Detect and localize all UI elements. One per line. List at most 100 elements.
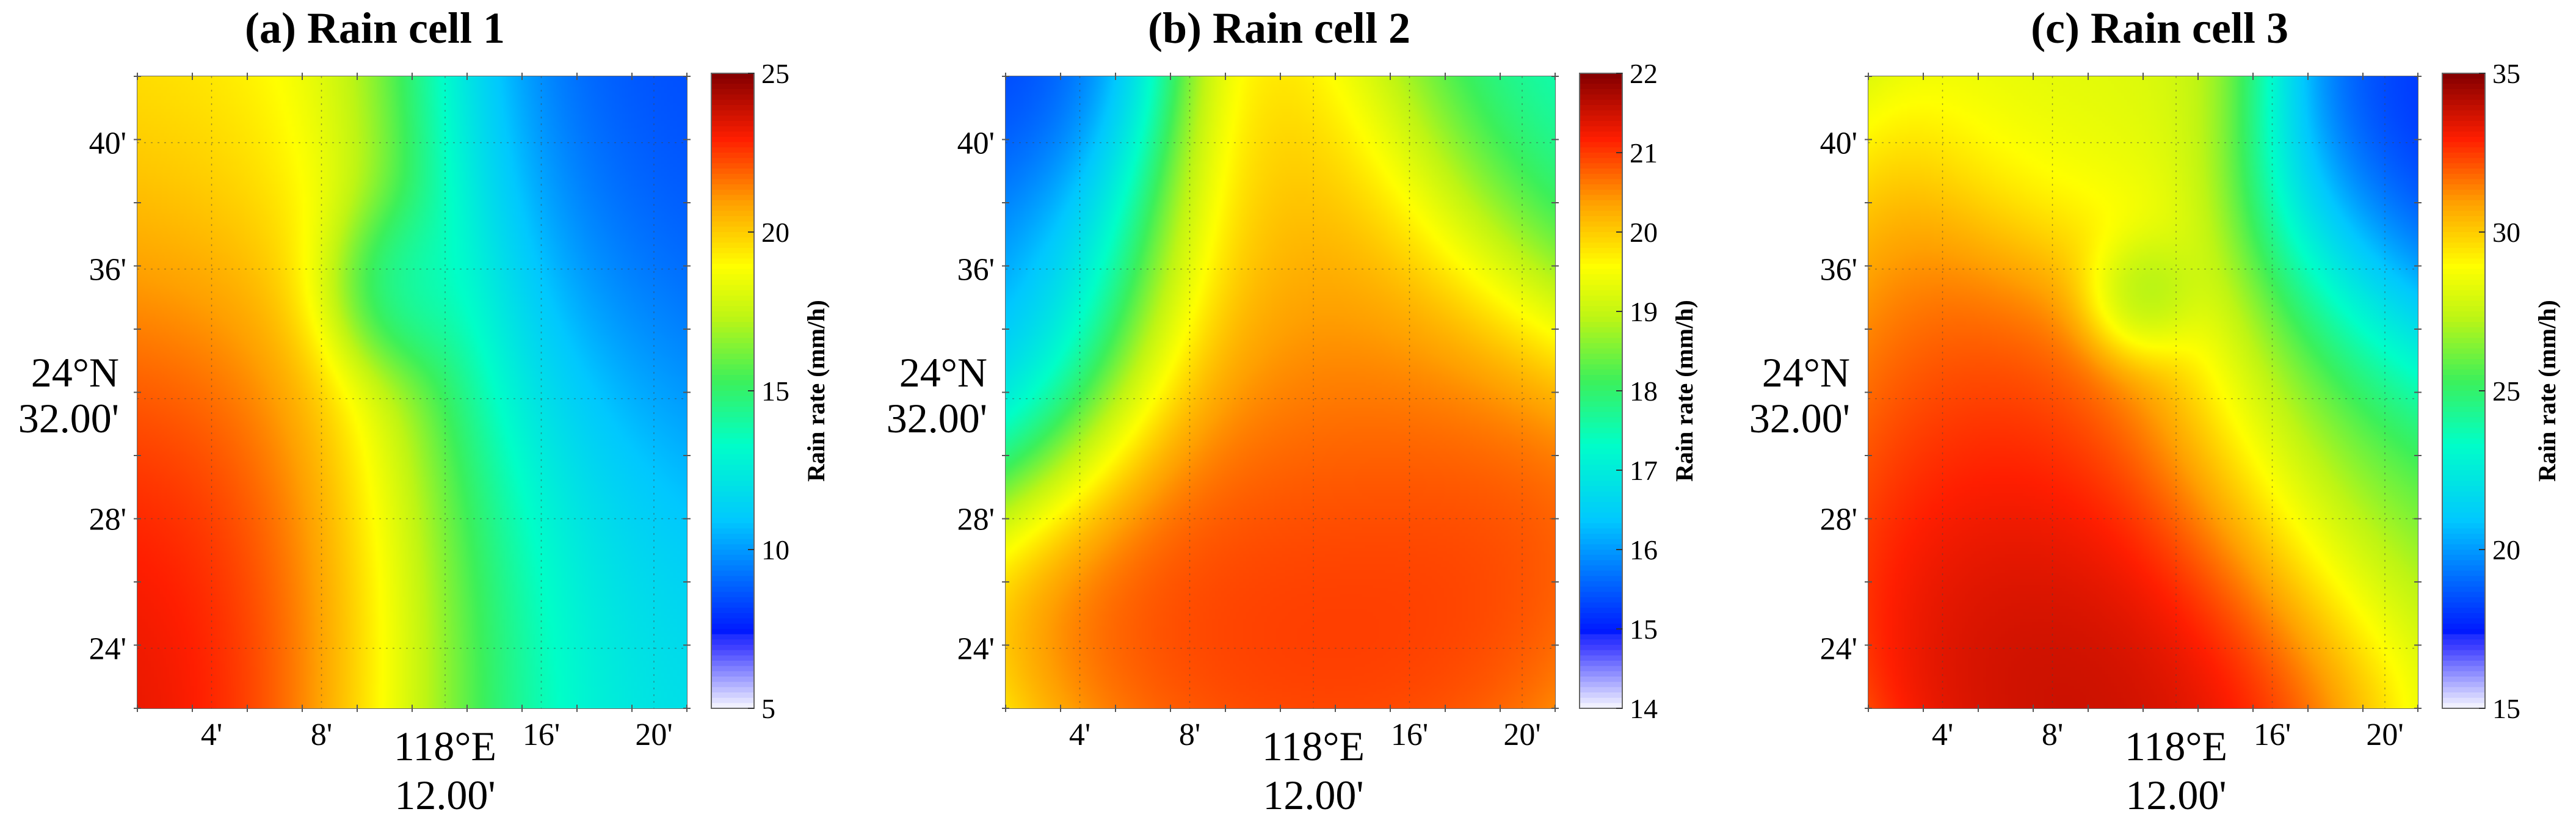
colorbar-swatch [2442,634,2485,641]
colorbar-swatch [2442,158,2485,164]
colorbar-swatch [1580,481,1622,487]
colorbar: 15 20 25 30 35 Rain rate (mm/h) [2442,58,2561,724]
colorbar-swatch [2442,354,2485,360]
colorbar-swatch [2442,465,2485,471]
colorbar-swatch [711,523,754,529]
colorbar-swatch [1580,216,1622,222]
colorbar-swatch [1580,290,1622,296]
colorbar-swatch [1580,550,1622,556]
colorbar-swatch [711,280,754,286]
colorbar-swatch [1580,423,1622,429]
colorbar-tick-label: 35 [2492,58,2520,89]
colorbar-swatch [711,173,754,180]
colorbar-swatch [711,369,754,376]
colorbar-swatch [2442,126,2485,133]
colorbar-swatch [711,486,754,492]
colorbar-swatch [2442,570,2485,577]
colorbar-swatch [1580,237,1622,244]
colorbar-swatch [711,316,754,323]
colorbar-swatch [2442,173,2485,180]
colorbar-swatch [711,565,754,572]
colorbar-tick-label: 19 [1630,296,1658,327]
colorbar-swatch [711,496,754,503]
colorbar-swatch [1580,359,1622,365]
x-tick-label: 8' [2042,717,2063,752]
colorbar-swatch [2442,169,2485,175]
colorbar-swatch [1580,169,1622,175]
colorbar-swatch [711,153,754,159]
colorbar-swatch [2442,290,2485,296]
colorbar-swatch [711,290,754,296]
colorbar-swatch [2442,645,2485,651]
colorbar-swatch [1580,343,1622,349]
colorbar-swatch [2442,512,2485,518]
colorbar-swatch [1580,613,1622,619]
colorbar-swatch [1580,661,1622,667]
colorbar-swatch [711,121,754,127]
colorbar-swatch [711,534,754,540]
colorbar-swatch [711,554,754,561]
y-tick-label: 24' [89,632,126,667]
colorbar-tick-label: 18 [1630,376,1658,407]
colorbar-swatch [1580,327,1622,333]
colorbar-swatch [2442,274,2485,280]
colorbar-swatch [2442,105,2485,111]
y-tick-labels: 40' 36' 24°N32.00' 28' 24' [18,126,126,667]
x-tick-label: 8' [1179,717,1200,752]
colorbar-swatch [1580,332,1622,339]
colorbar-swatch [2442,258,2485,264]
colorbar-swatch [1580,189,1622,196]
colorbar-swatch [711,639,754,645]
colorbar-swatch [1580,491,1622,498]
colorbar-swatch [1580,391,1622,397]
colorbar-swatch [711,195,754,201]
colorbar-swatch [1580,507,1622,514]
colorbar-swatch [711,380,754,387]
colorbar-swatch [1580,677,1622,683]
colorbar-swatch [711,354,754,360]
colorbar-swatch [2442,269,2485,275]
colorbar-swatch [711,84,754,90]
colorbar-swatch [711,618,754,625]
colorbar-swatch [711,375,754,381]
colorbar-swatch [711,163,754,169]
colorbar-swatch [2442,449,2485,455]
colorbar-label: Rain rate (mm/h) [1671,300,1698,482]
colorbar-swatch [2442,369,2485,376]
colorbar-swatch [711,449,754,455]
colorbar-swatch [2442,137,2485,143]
colorbar-swatch [711,200,754,206]
colorbar-swatch [1580,306,1622,312]
colorbar-swatch [711,576,754,582]
colorbar-swatch [1580,697,1622,704]
colorbar-swatch [711,396,754,402]
colorbar-swatch [711,110,754,117]
colorbar-swatch [1580,671,1622,677]
x-tick-label: 16' [1391,717,1428,752]
colorbar-swatch [711,216,754,222]
colorbar-swatch [1580,105,1622,111]
colorbar-swatch [2442,232,2485,238]
colorbar-swatch [711,364,754,371]
colorbar-swatch [2442,481,2485,487]
colorbar-swatch [711,655,754,661]
colorbar-swatch [1580,200,1622,206]
colorbar-swatch [2442,396,2485,402]
colorbar-swatch [1580,586,1622,593]
x-tick-label: 16' [2254,717,2291,752]
colorbar-swatch [1580,417,1622,423]
colorbar-swatch [711,306,754,312]
colorbar-swatch [2442,507,2485,514]
colorbar-swatch [711,147,754,153]
colorbar-swatch [711,89,754,95]
colorbar-swatch [2442,94,2485,101]
colorbar-swatch [2442,470,2485,476]
colorbar-swatch [1580,518,1622,524]
colorbar-swatch [2442,443,2485,450]
colorbar-swatch [711,623,754,630]
colorbar-swatch [1580,110,1622,117]
colorbar-swatch [1580,486,1622,492]
colorbar-swatch [2442,78,2485,85]
colorbar-tick-label: 5 [761,693,775,724]
